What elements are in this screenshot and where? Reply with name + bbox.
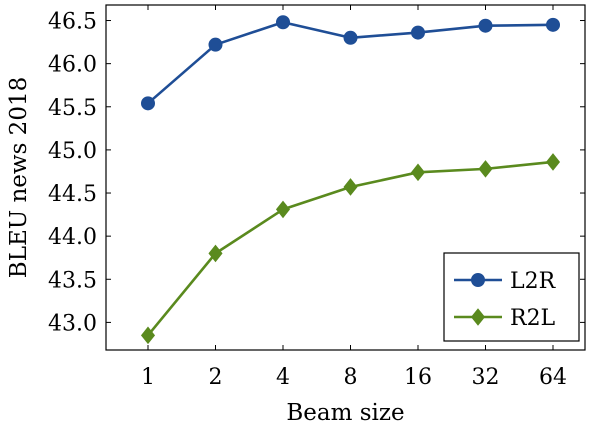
series-layer — [140, 15, 561, 345]
data-point-circle — [141, 96, 155, 111]
y-tick-label: 46.5 — [48, 10, 97, 35]
x-tick-label: 8 — [344, 365, 358, 390]
legend-entry-r2l: R2L — [454, 306, 556, 331]
y-tick-label: 44.0 — [48, 225, 97, 250]
y-tick-label: 44.5 — [48, 182, 97, 207]
x-axis-label: Beam size — [286, 400, 404, 426]
x-tick-label: 4 — [276, 365, 290, 390]
plot-border — [105, 4, 586, 351]
data-point-circle — [411, 25, 425, 40]
data-point-circle — [478, 18, 493, 33]
data-point-diamond — [478, 160, 493, 178]
y-tick-label: 45.0 — [48, 139, 97, 164]
data-point-circle — [471, 273, 485, 287]
data-point-diamond — [410, 163, 426, 182]
y-tick-label: 43.0 — [48, 311, 97, 336]
legend-label: L2R — [510, 269, 557, 294]
legend-box — [443, 252, 580, 342]
data-point-circle — [546, 17, 560, 32]
x-tick-label: 32 — [472, 365, 500, 390]
y-tick-label: 45.5 — [48, 96, 97, 121]
series-l2r — [141, 15, 560, 111]
data-point-circle — [343, 30, 358, 45]
y-tick-label: 43.5 — [48, 268, 97, 293]
y-axis-ticks: 43.0 43.5 44.0 44.5 45.0 45.5 46.0 46.5 — [48, 10, 585, 336]
data-point-diamond — [208, 244, 223, 263]
data-point-diamond — [275, 200, 291, 219]
data-point-diamond — [343, 178, 358, 196]
plot-frame — [105, 4, 586, 351]
data-point-circle — [276, 15, 290, 30]
x-tick-label: 2 — [209, 365, 223, 390]
data-point-diamond — [140, 326, 156, 345]
data-point-circle — [208, 37, 223, 52]
y-tick-label: 46.0 — [48, 53, 97, 78]
y-axis-label: BLEU news 2018 — [6, 77, 32, 278]
legend-entry-l2r: L2R — [454, 269, 557, 294]
x-axis-ticks: 1 2 4 8 16 32 64 — [141, 5, 567, 390]
x-tick-label: 1 — [141, 365, 155, 390]
data-point-diamond — [470, 308, 486, 326]
series-r2l — [140, 153, 561, 345]
x-tick-label: 16 — [404, 365, 432, 390]
legend-label: R2L — [510, 306, 556, 331]
data-point-diamond — [545, 153, 561, 171]
x-tick-label: 64 — [539, 365, 567, 390]
